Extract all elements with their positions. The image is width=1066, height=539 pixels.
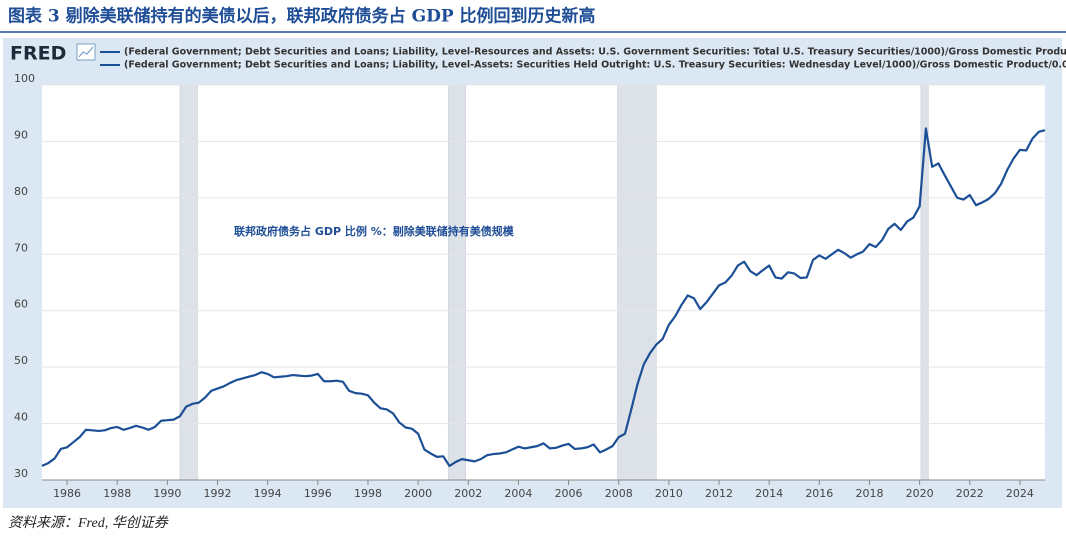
grid: 30 40 50 60 70 80 90 100 1986 1988 1990 1992 1994 199… xyxy=(14,72,1045,500)
recession-band xyxy=(447,84,467,481)
x-tick-label: 1990 xyxy=(153,487,181,500)
legend-label: (Federal Government; Debt Securities and… xyxy=(124,60,1066,71)
x-tick-label: 2010 xyxy=(655,487,683,500)
annotation: 联邦政府债务占 GDP 比例 %：剔除美联储持有美债规模 xyxy=(234,224,515,238)
data-line xyxy=(41,127,1046,467)
recession-band xyxy=(179,84,198,481)
legend-label: (Federal Government; Debt Securities and… xyxy=(124,47,1066,58)
fred-logo: FRED xyxy=(10,43,66,65)
x-tick-label: 2020 xyxy=(906,487,934,500)
y-tick-label: 100 xyxy=(14,72,35,85)
source: 资料来源：Fred, 华创证券 xyxy=(8,515,169,531)
x-tick-label: 2016 xyxy=(805,487,833,500)
y-tick-label: 40 xyxy=(14,411,28,424)
x-tick-label: 1992 xyxy=(204,487,232,500)
x-tick-label: 2018 xyxy=(855,487,883,500)
x-tick-label: 2024 xyxy=(1006,487,1034,500)
series xyxy=(41,127,1046,467)
y-tick-label: 60 xyxy=(14,298,28,311)
x-tick-label: 2014 xyxy=(755,487,783,500)
recessions xyxy=(179,84,929,481)
x-tick-label: 2012 xyxy=(705,487,733,500)
x-tick-label: 1996 xyxy=(304,487,332,500)
x-tick-label: 2000 xyxy=(404,487,432,500)
legend: (Federal Government; Debt Securities and… xyxy=(100,47,1066,71)
x-tick-label: 1998 xyxy=(354,487,382,500)
y-tick-label: 90 xyxy=(14,128,28,141)
logo-icon xyxy=(76,43,96,61)
plot-area xyxy=(42,85,1045,480)
x-tick-label: 2006 xyxy=(555,487,583,500)
y-tick-label: 30 xyxy=(14,467,28,480)
y-tick-label: 70 xyxy=(14,241,28,254)
x-tick-label: 2022 xyxy=(956,487,984,500)
page-title: 图表 3 剔除美联储持有的美债以后，联邦政府债务占 GDP 比例回到历史新高 xyxy=(8,6,596,27)
y-tick-label: 50 xyxy=(14,354,28,367)
y-tick-label: 80 xyxy=(14,185,28,198)
logo-icon-line xyxy=(78,46,94,58)
recession-band xyxy=(617,84,657,481)
x-tick-label: 2004 xyxy=(504,487,532,500)
x-tick-label: 2002 xyxy=(454,487,482,500)
x-tick-label: 1994 xyxy=(254,487,282,500)
x-tick-label: 2008 xyxy=(605,487,633,500)
x-tick-label: 1988 xyxy=(103,487,131,500)
x-tick-label: 1986 xyxy=(53,487,81,500)
